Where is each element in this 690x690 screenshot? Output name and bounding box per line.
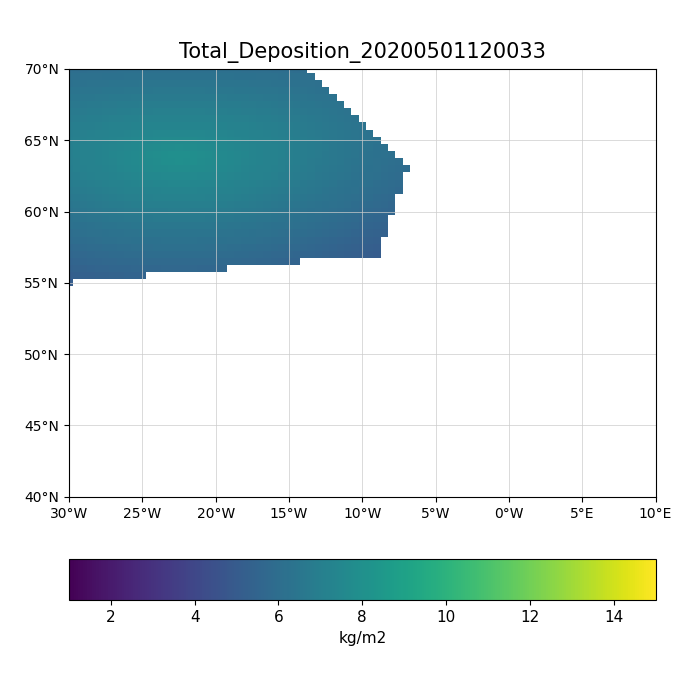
- Title: Total_Deposition_20200501120033: Total_Deposition_20200501120033: [179, 42, 546, 63]
- X-axis label: kg/m2: kg/m2: [338, 631, 386, 646]
